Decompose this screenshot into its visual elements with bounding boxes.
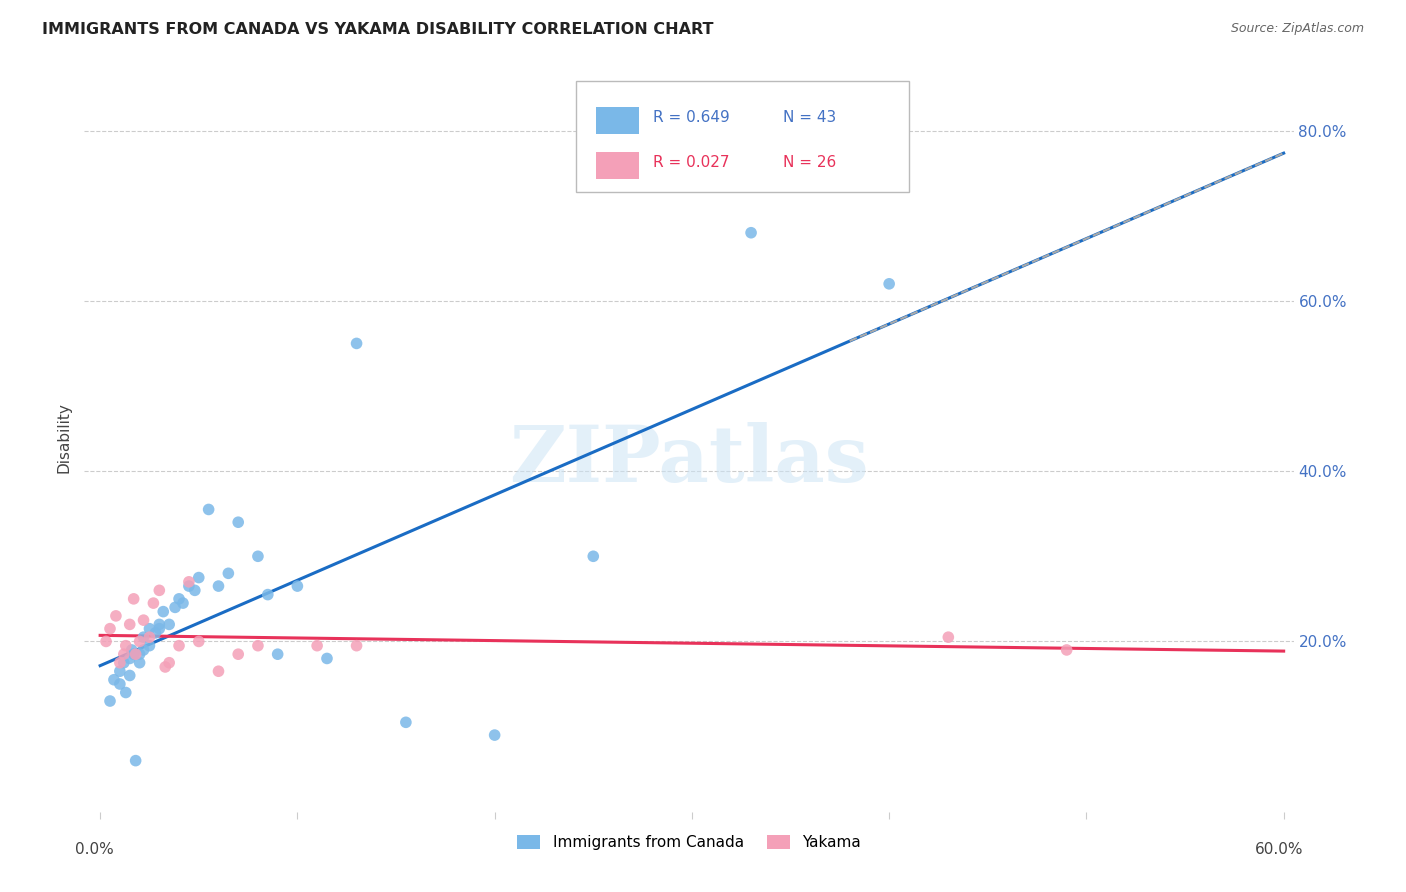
Point (112, 656, 135, 670)
Point (184, 583, 207, 598)
Point (122, 591, 145, 606)
Legend: Immigrants from Canada, Yakama: Immigrants from Canada, Yakama (512, 830, 866, 856)
Point (128, 647, 150, 661)
Point (112, 647, 135, 661)
Point (94, 634, 117, 648)
FancyBboxPatch shape (596, 152, 640, 178)
Point (128, 656, 150, 670)
Point (395, 715, 418, 730)
Point (132, 613, 155, 627)
Point (187, 634, 209, 648)
Point (108, 664, 131, 678)
Point (307, 639, 329, 653)
Point (157, 617, 180, 632)
Point (187, 571, 209, 585)
Point (148, 617, 170, 632)
Point (145, 626, 167, 640)
Point (132, 643, 155, 657)
Text: 0.0%: 0.0% (75, 842, 114, 856)
Point (118, 668, 141, 682)
Point (316, 651, 339, 665)
Point (207, 664, 229, 678)
Point (108, 656, 131, 670)
Point (346, 336, 368, 351)
Point (114, 685, 136, 699)
Point (114, 639, 136, 653)
Point (226, 515, 249, 529)
Text: IMMIGRANTS FROM CANADA VS YAKAMA DISABILITY CORRELATION CHART: IMMIGRANTS FROM CANADA VS YAKAMA DISABIL… (42, 22, 714, 37)
Point (936, 630, 959, 644)
Point (152, 605, 174, 619)
Point (118, 617, 141, 632)
Text: R = 0.027: R = 0.027 (652, 154, 730, 169)
Point (167, 591, 190, 606)
Point (1056, 643, 1078, 657)
Point (217, 566, 239, 581)
Point (98, 694, 121, 708)
Point (877, 277, 900, 291)
Point (104, 608, 127, 623)
Text: ZIPatlas: ZIPatlas (509, 422, 869, 498)
Point (484, 728, 506, 742)
FancyBboxPatch shape (596, 107, 640, 134)
Point (148, 622, 170, 636)
Point (172, 596, 194, 610)
Point (287, 579, 309, 593)
Point (226, 647, 249, 661)
Point (122, 647, 145, 661)
Text: 60.0%: 60.0% (1254, 842, 1303, 856)
Point (246, 549, 269, 564)
Point (142, 596, 165, 610)
Point (98, 622, 121, 636)
Text: N = 26: N = 26 (783, 154, 837, 169)
Point (128, 634, 150, 648)
Point (165, 600, 187, 615)
Point (266, 647, 288, 661)
Point (740, 226, 762, 240)
Point (103, 673, 125, 687)
Text: N = 43: N = 43 (783, 110, 837, 125)
Point (138, 630, 160, 644)
Point (124, 754, 146, 768)
Point (121, 643, 143, 657)
Text: Source: ZipAtlas.com: Source: ZipAtlas.com (1230, 22, 1364, 36)
Point (132, 630, 155, 644)
Point (346, 639, 368, 653)
Point (124, 647, 146, 661)
Point (108, 677, 131, 691)
Y-axis label: Disability: Disability (56, 401, 72, 473)
Point (138, 622, 160, 636)
Point (246, 639, 269, 653)
Point (167, 639, 190, 653)
Point (148, 583, 170, 598)
Point (582, 549, 605, 564)
Point (256, 588, 278, 602)
Point (118, 651, 141, 665)
Point (177, 574, 200, 589)
Point (157, 656, 180, 670)
Text: R = 0.649: R = 0.649 (652, 110, 730, 125)
Point (197, 502, 219, 516)
Point (138, 639, 160, 653)
FancyBboxPatch shape (576, 81, 910, 192)
Point (155, 660, 177, 674)
Point (207, 579, 229, 593)
Point (177, 579, 200, 593)
